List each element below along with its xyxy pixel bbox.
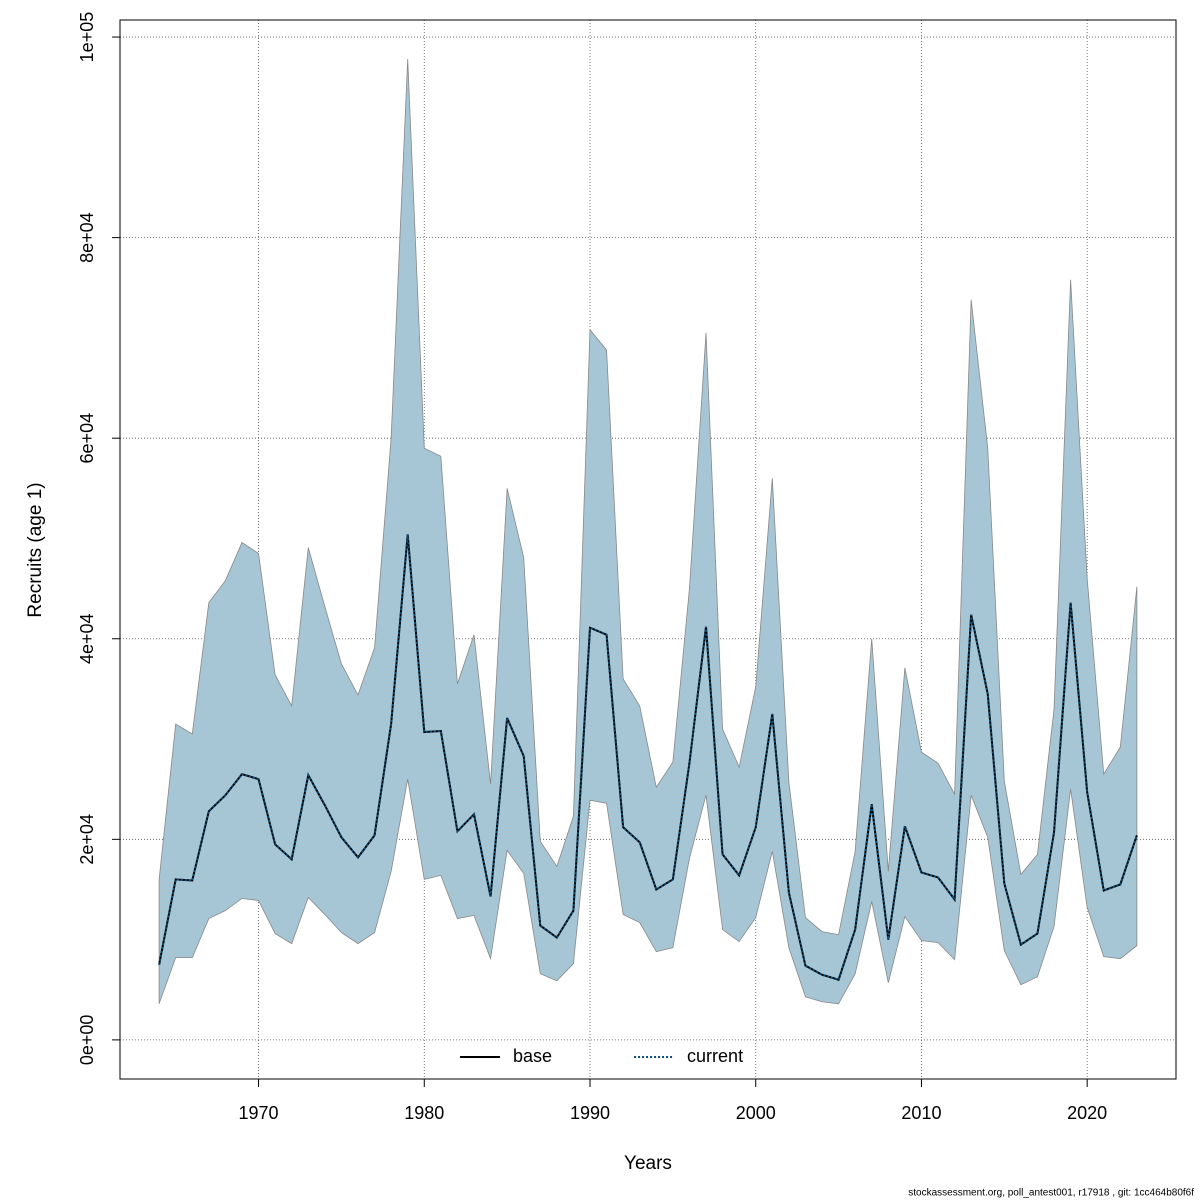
x-tick-label: 2010 — [901, 1103, 941, 1123]
x-tick-label: 1980 — [404, 1103, 444, 1123]
line — [158, 534, 1138, 981]
y-tick-label: 8e+04 — [77, 212, 97, 263]
footer: stockassessment.org, poll_antest001, r17… — [908, 1188, 1194, 1199]
y-tick-label: 2e+04 — [77, 814, 97, 865]
x-tick-label: 1990 — [570, 1103, 610, 1123]
legend-label: base — [513, 1046, 552, 1066]
x-tick-label: 2020 — [1067, 1103, 1107, 1123]
x-tick-label: 2000 — [736, 1103, 776, 1123]
confidence-band — [158, 59, 1138, 1005]
y-axis-label: Recruits (age 1) — [25, 482, 46, 617]
y-tick-label: 1e+05 — [77, 12, 97, 63]
x-axis-label: Years — [624, 1153, 672, 1174]
y-tick-label: 0e+00 — [77, 1015, 97, 1066]
plot-frame — [119, 19, 1177, 1080]
y-tick-label: 4e+04 — [77, 613, 97, 664]
legend-label: current — [687, 1046, 743, 1066]
x-tick-label: 1970 — [239, 1103, 279, 1123]
y-tick-label: 6e+04 — [77, 413, 97, 464]
